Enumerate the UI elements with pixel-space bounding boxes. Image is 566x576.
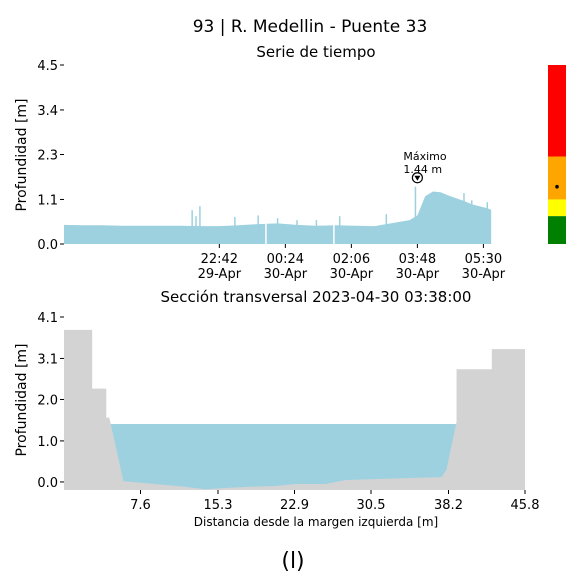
figure-suptitle: 93 | R. Medellin - Puente 33	[193, 17, 428, 37]
cs-ytick-label: 1.0	[37, 435, 58, 450]
cs-xtick-label: 15.3	[204, 498, 233, 513]
ts-xtick-date: 29-Apr	[198, 267, 242, 282]
figure-caption: (l)	[281, 549, 304, 574]
threshold-green	[548, 216, 566, 244]
ts-xtick-time: 00:24	[267, 252, 304, 267]
ts-ytick-label: 3.4	[37, 104, 58, 119]
threshold-red	[548, 65, 566, 156]
ts-xtick-time: 05:30	[465, 252, 502, 267]
cs-xtick-label: 45.8	[511, 498, 540, 513]
threshold-bar	[548, 65, 566, 244]
threshold-current-marker	[555, 185, 559, 189]
ts-y-axis: 0.0 1.1 2.3 3.4 4.5	[37, 59, 64, 253]
time-series-chart: Serie de tiempo Profundidad [m] 0.0 1.1 2.…	[14, 43, 566, 282]
cs-title: Sección transversal 2023-04-30 03:38:00	[161, 288, 472, 306]
cs-xtick-label: 38.2	[434, 498, 463, 513]
ts-xtick-date: 30-Apr	[330, 267, 374, 282]
ts-xtick-date: 30-Apr	[396, 267, 440, 282]
cs-ytick-label: 0.0	[37, 476, 58, 491]
ts-ylabel: Profundidad [m]	[14, 98, 30, 211]
ts-ytick-label: 2.3	[37, 149, 58, 164]
cs-y-axis: 0.0 1.0 2.0 3.1 4.1	[37, 311, 64, 491]
cs-xlabel: Distancia desde la margen izquierda [m]	[194, 515, 438, 529]
threshold-orange	[548, 156, 566, 199]
ts-max-label: Máximo	[403, 150, 447, 163]
ts-max-value: 1.44 m	[403, 163, 442, 176]
cs-ylabel: Profundidad [m]	[14, 343, 30, 456]
ts-xtick-time: 02:06	[333, 252, 370, 267]
ts-title: Serie de tiempo	[256, 43, 375, 61]
cross-section-chart: Sección transversal 2023-04-30 03:38:00 …	[14, 288, 539, 529]
cs-ytick-label: 2.0	[37, 393, 58, 408]
ts-ytick-label: 0.0	[37, 238, 58, 253]
cs-xtick-label: 7.6	[130, 498, 151, 513]
cs-xtick-label: 22.9	[280, 498, 309, 513]
threshold-yellow	[548, 199, 566, 216]
cs-x-axis: 7.6 15.3 22.9 30.5 38.2 45.8	[130, 490, 539, 513]
cs-ytick-label: 3.1	[37, 352, 58, 367]
ts-x-axis: 22:4229-Apr00:2430-Apr02:0630-Apr03:4830…	[198, 244, 506, 282]
cs-ytick-label: 4.1	[37, 311, 58, 326]
ts-ytick-label: 1.1	[37, 193, 58, 208]
ts-ytick-label: 4.5	[37, 59, 58, 74]
ts-xtick-time: 03:48	[399, 252, 436, 267]
ts-xtick-date: 30-Apr	[264, 267, 308, 282]
cs-xtick-label: 30.5	[357, 498, 386, 513]
ts-xtick-time: 22:42	[201, 252, 238, 267]
ts-xtick-date: 30-Apr	[462, 267, 506, 282]
